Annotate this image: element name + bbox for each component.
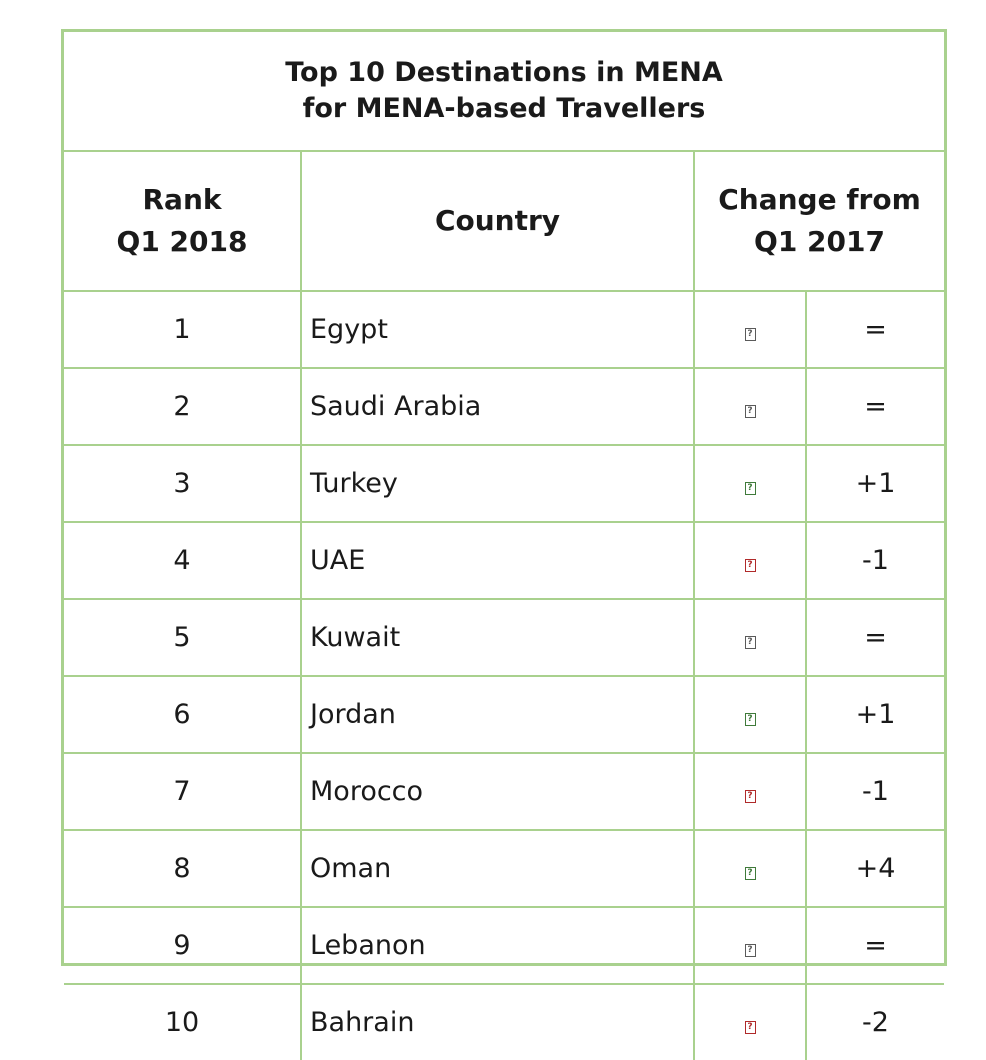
rank-cell: 7 [64, 752, 302, 831]
header-rank-line2: Q1 2018 [116, 225, 248, 258]
trend-icon-cell: ? [693, 367, 807, 446]
rank-cell: 1 [64, 290, 302, 369]
change-value-cell: = [805, 367, 944, 446]
table-row: 10 Bahrain? -2 [64, 983, 944, 1060]
table-row: 9 Lebanon? = [64, 906, 944, 985]
rank-cell: 5 [64, 598, 302, 677]
change-value-cell: +1 [805, 675, 944, 754]
table-body: 1 Egypt? = 2 Saudi Arabia? = 3 Turkey? +1 4 UAE? -1… [64, 290, 944, 1060]
trend-icon-cell: ? [693, 983, 807, 1060]
table-title-line2: for MENA-based Travellers [302, 93, 706, 124]
table-row: 7 Morocco? -1 [64, 752, 944, 831]
country-cell: Oman [300, 829, 695, 908]
trend-icon-cell: ? [693, 598, 807, 677]
trend-down-icon: ? [744, 1021, 756, 1034]
trend-up-icon: ? [744, 713, 756, 726]
header-rank: Rank Q1 2018 [64, 150, 302, 292]
trend-icon-cell: ? [693, 444, 807, 523]
rank-cell: 9 [64, 906, 302, 985]
country-cell: Kuwait [300, 598, 695, 677]
rank-cell: 8 [64, 829, 302, 908]
header-rank-line1: Rank [142, 183, 222, 216]
trend-icon-cell: ? [693, 675, 807, 754]
change-value-cell: -1 [805, 521, 944, 600]
country-cell: Turkey [300, 444, 695, 523]
change-value-cell: +1 [805, 444, 944, 523]
country-cell: Jordan [300, 675, 695, 754]
destinations-table-frame: Top 10 Destinations in MENA for MENA-bas… [61, 29, 947, 1060]
table-row: 4 UAE? -1 [64, 521, 944, 600]
country-cell: UAE [300, 521, 695, 600]
table-row: 2 Saudi Arabia? = [64, 367, 944, 446]
trend-icon-cell: ? [693, 829, 807, 908]
country-cell: Lebanon [300, 906, 695, 985]
change-value-cell: = [805, 290, 944, 369]
change-value-cell: = [805, 598, 944, 677]
table-title: Top 10 Destinations in MENA for MENA-bas… [64, 32, 944, 152]
rank-cell: 3 [64, 444, 302, 523]
rank-cell: 6 [64, 675, 302, 754]
trend-icon-cell: ? [693, 290, 807, 369]
change-value-cell: +4 [805, 829, 944, 908]
country-cell: Morocco [300, 752, 695, 831]
destinations-table: Top 10 Destinations in MENA for MENA-bas… [64, 32, 944, 1060]
country-cell: Saudi Arabia [300, 367, 695, 446]
trend-same-icon: ? [744, 405, 756, 418]
rank-cell: 10 [64, 983, 302, 1060]
table-row: 3 Turkey? +1 [64, 444, 944, 523]
table-row: 6 Jordan? +1 [64, 675, 944, 754]
trend-icon-cell: ? [693, 906, 807, 985]
header-change-line2: Q1 2017 [754, 225, 885, 258]
trend-up-icon: ? [744, 482, 756, 495]
table-title-line1: Top 10 Destinations in MENA [285, 57, 723, 88]
trend-same-icon: ? [744, 944, 756, 957]
table-row: 1 Egypt? = [64, 290, 944, 369]
change-value-cell: -1 [805, 752, 944, 831]
trend-down-icon: ? [744, 790, 756, 803]
table-row: 5 Kuwait? = [64, 598, 944, 677]
change-value-cell: = [805, 906, 944, 985]
trend-up-icon: ? [744, 867, 756, 880]
trend-icon-cell: ? [693, 521, 807, 600]
trend-down-icon: ? [744, 559, 756, 572]
trend-same-icon: ? [744, 636, 756, 649]
rank-cell: 2 [64, 367, 302, 446]
change-value-cell: -2 [805, 983, 944, 1060]
trend-icon-cell: ? [693, 752, 807, 831]
rank-cell: 4 [64, 521, 302, 600]
country-cell: Bahrain [300, 983, 695, 1060]
header-change: Change from Q1 2017 [693, 150, 944, 292]
trend-same-icon: ? [744, 328, 756, 341]
header-change-line1: Change from [718, 183, 921, 216]
country-cell: Egypt [300, 290, 695, 369]
header-country: Country [300, 150, 695, 292]
table-row: 8 Oman? +4 [64, 829, 944, 908]
